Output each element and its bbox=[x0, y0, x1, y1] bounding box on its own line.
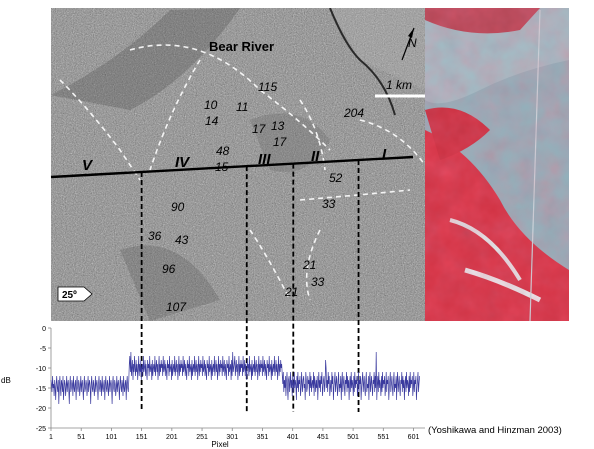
citation: (Yoshikawa and Hinzman 2003) bbox=[428, 425, 562, 436]
depth-number: 14 bbox=[205, 114, 219, 128]
zone-label-v: V bbox=[82, 157, 94, 174]
zone-label-i: I bbox=[382, 146, 387, 163]
depth-number: 33 bbox=[322, 197, 336, 211]
y-axis-label: dB bbox=[1, 376, 11, 385]
x-tick-label: 251 bbox=[196, 434, 208, 441]
angle-badge: 25º bbox=[57, 286, 93, 302]
x-tick-label: 551 bbox=[377, 434, 389, 441]
x-tick-label: 101 bbox=[106, 434, 118, 441]
sar-image bbox=[51, 8, 425, 321]
x-tick-label: 201 bbox=[166, 434, 178, 441]
transect-line bbox=[50, 155, 414, 179]
zone-label-ii: II bbox=[311, 148, 320, 165]
depth-number: 10 bbox=[204, 98, 218, 112]
backscatter-profile-chart: 0-5-10-15-20-25 1 51 101 151 201 251 301 351 401… bbox=[1, 160, 425, 449]
backscatter-series-line bbox=[50, 351, 420, 405]
x-tick-label: 351 bbox=[257, 434, 269, 441]
depth-number: 13 bbox=[271, 119, 285, 133]
north-arrow-icon bbox=[401, 27, 415, 61]
depth-number: 21 bbox=[302, 258, 316, 272]
y-tick-label: -15 bbox=[36, 386, 46, 393]
y-tick-label: -25 bbox=[36, 426, 46, 433]
y-tick-label: -20 bbox=[36, 406, 46, 413]
x-tick-label: 51 bbox=[77, 434, 85, 441]
depth-number: 17 bbox=[252, 122, 267, 136]
depth-number: 33 bbox=[311, 275, 325, 289]
x-tick-label: 151 bbox=[136, 434, 148, 441]
optical-image bbox=[425, 8, 569, 321]
depth-number: 15 bbox=[215, 160, 229, 174]
depth-number: 52 bbox=[329, 171, 343, 185]
river-title: Bear River bbox=[209, 39, 274, 54]
x-tick-label: 1 bbox=[49, 434, 53, 441]
depth-number: 90 bbox=[171, 200, 185, 214]
y-tick-label: -5 bbox=[40, 346, 46, 353]
depth-number: 43 bbox=[175, 233, 189, 247]
y-tick-label: -10 bbox=[36, 366, 46, 373]
x-tick-label: 601 bbox=[408, 434, 420, 441]
svg-text:25º: 25º bbox=[62, 290, 77, 301]
depth-number: 107 bbox=[166, 300, 187, 314]
x-tick-label: 451 bbox=[317, 434, 329, 441]
scale-label: 1 km bbox=[386, 78, 412, 92]
x-tick-label: 501 bbox=[347, 434, 359, 441]
x-tick-label: 401 bbox=[287, 434, 299, 441]
north-label: N bbox=[408, 36, 417, 50]
zone-label-iii: III bbox=[258, 151, 271, 168]
depth-number: 21 bbox=[284, 285, 298, 299]
x-axis-label: Pixel bbox=[211, 440, 229, 449]
depth-number: 115 bbox=[258, 80, 277, 94]
depth-number: 11 bbox=[236, 100, 248, 114]
depth-number: 96 bbox=[162, 262, 176, 276]
depth-number: 204 bbox=[343, 106, 364, 120]
depth-number: 48 bbox=[216, 144, 230, 158]
y-tick-label: 0 bbox=[42, 326, 46, 333]
depth-number: 36 bbox=[148, 229, 162, 243]
x-tick-label: 301 bbox=[226, 434, 238, 441]
zone-label-iv: IV bbox=[175, 154, 191, 171]
depth-number: 17 bbox=[273, 135, 288, 149]
